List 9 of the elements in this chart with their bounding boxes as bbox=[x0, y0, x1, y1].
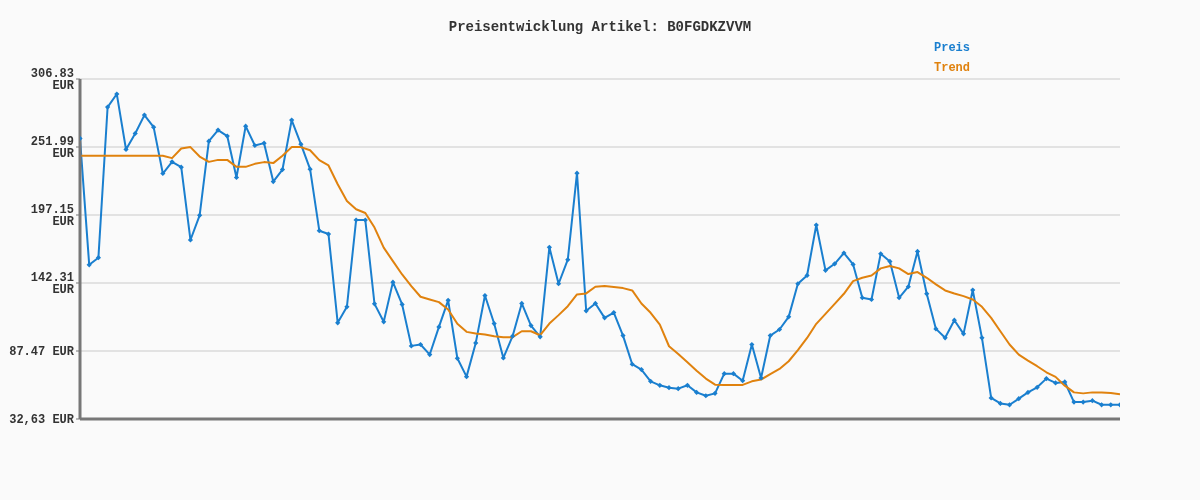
text: Preis bbox=[933, 40, 970, 57]
y-tick-label: 197.15 EUR bbox=[30, 203, 75, 230]
y-tick-label: 251.99 EUR bbox=[30, 135, 75, 162]
chart-title: Preisentwicklung Artikel: B0FGDKZVVM bbox=[447, 19, 753, 35]
y-tick-label: 306.83 EUR bbox=[30, 67, 75, 94]
y-tick-label: 142.31 EUR bbox=[30, 271, 75, 298]
text: Trend bbox=[933, 60, 970, 77]
y-tick-label: 32,63 EUR bbox=[9, 413, 75, 428]
y-tick-label: 87.47 EUR bbox=[9, 345, 75, 360]
